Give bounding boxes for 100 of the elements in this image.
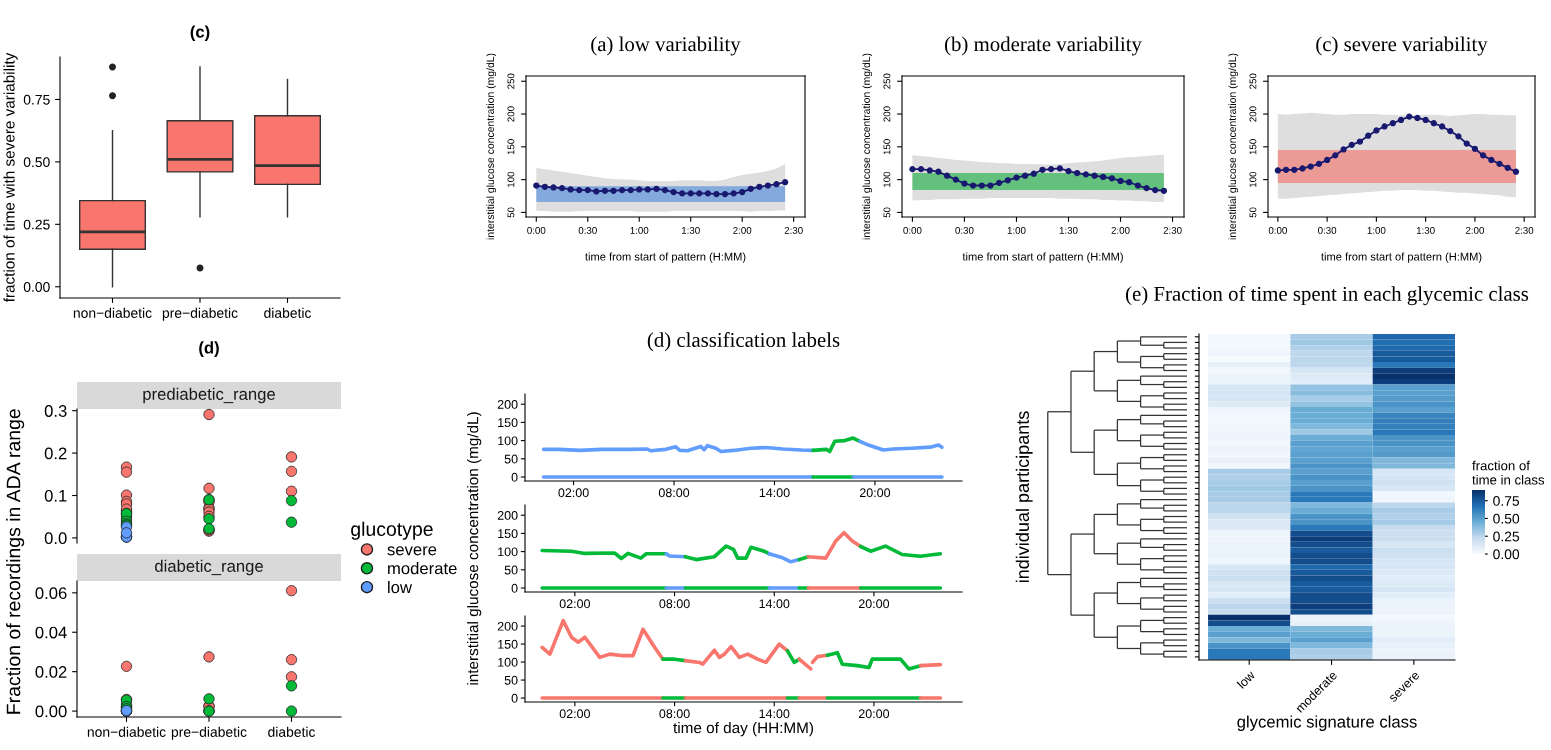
chart-title: (c) severe variability [1316, 36, 1488, 56]
y-tick-label: 0.3 [44, 405, 67, 417]
y-tick-label: 0.00 [23, 282, 50, 292]
x-tick-label: 02:00 [559, 599, 590, 609]
y-tick-label: 0.75 [23, 94, 50, 105]
y-tick-label: 50 [504, 675, 518, 685]
x-tick-label: 14:00 [759, 709, 790, 719]
x-tick-label: diabetic [264, 307, 312, 318]
y-tick-label: 150 [1249, 139, 1257, 155]
y-tick-label: 150 [883, 139, 891, 155]
x-tick-label: 1:30 [682, 226, 700, 234]
y-tick-label: 150 [507, 139, 515, 155]
y-tick-label: 200 [497, 399, 518, 409]
y-tick-label: 250 [1249, 73, 1257, 89]
chart-title: (d) classification labels [647, 332, 840, 352]
x-tick-label: 02:00 [558, 488, 589, 498]
legend-title: glucotype [351, 521, 433, 540]
legend-label: low [388, 580, 413, 594]
x-tick-label: 2:00 [1111, 226, 1130, 234]
y-tick-label: 100 [507, 171, 515, 187]
color-bar-label: 0.75 [1493, 496, 1520, 506]
y-tick-label: 0 [511, 472, 518, 482]
x-tick-label: 2:30 [784, 226, 803, 234]
chart-title: (a) low variability [591, 36, 741, 56]
y-tick-label: 0 [511, 693, 518, 703]
x-axis-title: time of day (HH:MM) [673, 721, 814, 737]
x-tick-label: non−diabetic [87, 726, 166, 737]
x-tick-label: 0:00 [527, 226, 546, 234]
x-tick-label: 08:00 [658, 488, 690, 498]
y-tick-label: 150 [498, 418, 518, 428]
y-axis-title: interstitial glucose concentration (mg/dL) [486, 53, 497, 240]
y-axis-title: interstitial glucose concentration (mg/dL) [467, 412, 482, 685]
y-tick-label: 50 [883, 207, 891, 218]
chart-title: (b) moderate variability [945, 36, 1142, 56]
x-tick-label: 20:00 [858, 709, 890, 719]
x-axis-title: glycemic signature class [1237, 715, 1417, 731]
y-tick-label: 0.06 [35, 587, 67, 600]
y-tick-label: 200 [1249, 106, 1257, 122]
x-tick-label: 0:30 [955, 226, 974, 234]
y-tick-label: 200 [507, 106, 515, 122]
legend-label: severe [387, 546, 437, 556]
x-tick-label: 2:30 [1163, 226, 1182, 234]
y-tick-label: 200 [883, 106, 891, 122]
y-tick-label: 0.1 [44, 489, 67, 502]
chart-title: (d) [199, 341, 219, 357]
x-tick-label: 2:30 [1515, 226, 1534, 234]
x-tick-label: 08:00 [659, 599, 690, 609]
x-tick-label: non−diabetic [73, 307, 152, 318]
y-tick-label: 100 [498, 657, 518, 667]
x-axis-title: time from start of pattern (H:MM) [1321, 252, 1482, 263]
y-tick-label: 50 [507, 207, 515, 218]
x-tick-label: 08:00 [659, 709, 690, 719]
x-tick-label: 1:30 [1059, 226, 1078, 234]
color-bar-title: fraction of time in class [1472, 460, 1545, 485]
x-tick-label: 0:00 [903, 226, 922, 234]
y-tick-label: 0.0 [44, 532, 67, 545]
x-tick-label: 1:00 [630, 226, 649, 234]
y-axis-title: fraction of time with severe variability [3, 52, 18, 303]
y-tick-label: 0.25 [23, 219, 50, 230]
x-tick-label: 2:00 [1465, 226, 1484, 234]
chart-title: (c) [190, 25, 210, 42]
legend-label: moderate [388, 562, 457, 575]
x-tick-label: 1:00 [1367, 226, 1386, 234]
x-tick-label: 1:00 [1007, 226, 1026, 234]
y-tick-label: 0.04 [35, 626, 67, 639]
y-tick-label: 100 [883, 171, 891, 187]
x-tick-label: 14:00 [759, 488, 790, 498]
x-tick-label: 20:00 [859, 488, 891, 498]
color-bar-label: 0.00 [1493, 549, 1520, 560]
y-tick-label: 50 [1249, 207, 1257, 218]
y-tick-label: 0.02 [35, 666, 67, 678]
y-axis-title: interstitial glucose concentration (mg/dL) [862, 53, 873, 240]
y-tick-label: 0.2 [44, 447, 67, 460]
y-tick-label: 50 [504, 454, 518, 464]
x-axis-title: time from start of pattern (H:MM) [585, 252, 746, 263]
y-tick-label: 250 [507, 73, 515, 89]
x-tick-label: 02:00 [559, 709, 590, 719]
y-tick-label: 0 [511, 583, 518, 593]
y-axis-title: Fraction of recordings in ADA range [6, 409, 25, 714]
x-tick-label: 1:30 [1416, 226, 1435, 234]
x-tick-label: diabetic [268, 726, 316, 737]
color-bar-label: 0.25 [1493, 531, 1520, 542]
chart-subtitle: diabetic_range [155, 559, 263, 576]
chart-title: (e) Fraction of time spent in each glycemic class [1126, 286, 1529, 306]
y-tick-label: 50 [504, 565, 518, 575]
y-axis-title: individual participants [1015, 411, 1033, 583]
y-tick-label: 150 [498, 529, 518, 539]
x-tick-label: pre−diabetic [171, 726, 247, 740]
y-tick-label: 100 [498, 436, 518, 446]
y-tick-label: 150 [498, 639, 518, 649]
y-tick-label: 0.50 [23, 157, 50, 168]
x-tick-label: 20:00 [858, 599, 890, 609]
y-tick-label: 0.00 [35, 705, 67, 718]
x-tick-label: pre−diabetic [162, 307, 238, 321]
x-tick-label: 0:00 [1268, 226, 1287, 234]
y-tick-label: 200 [497, 510, 518, 520]
x-tick-label: low [1236, 669, 1256, 689]
x-tick-label: 0:30 [578, 226, 597, 234]
x-tick-label: 0:30 [1318, 226, 1337, 234]
chart-subtitle: prediabetic_range [143, 387, 275, 404]
